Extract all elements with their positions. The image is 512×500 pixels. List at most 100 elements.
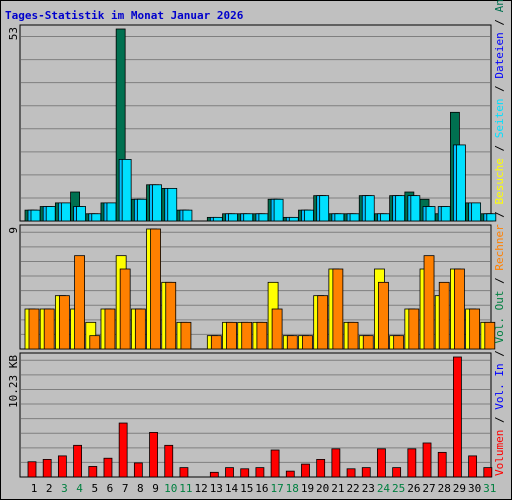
x-tick-label: 17 — [270, 482, 283, 495]
bar-rechner-day-10 — [165, 281, 177, 350]
x-tick-label: 24 — [377, 482, 391, 495]
x-tick-label: 2 — [46, 482, 53, 495]
bar-volumen-day-6 — [103, 457, 113, 478]
bar-seiten-day-13 — [212, 216, 223, 222]
x-tick-label: 22 — [346, 482, 359, 495]
bar-volumen-day-14 — [225, 467, 234, 478]
x-tick-label: 14 — [225, 482, 239, 495]
bar-volumen-day-27 — [422, 442, 432, 478]
legend-entry: Anfragen — [493, 0, 506, 12]
bar-volumen-day-15 — [240, 468, 250, 478]
bar-volumen-day-18 — [285, 470, 295, 478]
bar-volumen-day-9 — [149, 432, 158, 478]
bar-seiten-day-25 — [395, 195, 406, 222]
bar-volumen-day-20 — [316, 459, 326, 478]
bar-volumen-day-10 — [164, 444, 174, 478]
bar-seiten-day-10 — [167, 187, 178, 222]
legend-entry: Rechner — [493, 224, 506, 271]
bar-volumen-day-19 — [301, 463, 310, 478]
x-tick-label: 9 — [152, 482, 159, 495]
x-tick-label: 31 — [483, 482, 496, 495]
bar-volumen-day-5 — [88, 466, 98, 478]
bar-seiten-day-1 — [30, 209, 41, 222]
x-tick-label: 25 — [392, 482, 405, 495]
bar-volumen-day-2 — [42, 459, 52, 478]
bar-volumen-day-7 — [118, 422, 128, 478]
bar-rechner-day-22 — [347, 321, 359, 350]
x-tick-label: 27 — [422, 482, 435, 495]
bar-rechner-day-26 — [408, 308, 420, 350]
x-tick-label: 15 — [240, 482, 253, 495]
bar-seiten-day-31 — [486, 213, 497, 222]
legend-entry: / — [493, 138, 506, 158]
chart-title: Tages-Statistik im Monat Januar 2026 — [5, 9, 244, 22]
bar-seiten-day-4 — [76, 206, 86, 222]
legend-entry: Vol. In — [493, 363, 506, 409]
legend-entry: / — [493, 410, 506, 430]
bar-rechner-day-9 — [150, 228, 161, 350]
bar-volumen-day-11 — [179, 467, 189, 478]
bar-rechner-day-25 — [393, 335, 405, 350]
bar-rechner-day-8 — [134, 308, 146, 350]
legend-entry: Vol. Out — [493, 291, 506, 344]
bar-volumen-day-21 — [331, 448, 341, 478]
volume-panel-border — [19, 352, 492, 478]
bar-volumen-day-16 — [255, 467, 265, 478]
legend-entry: / — [493, 12, 506, 32]
bar-volumen-day-25 — [392, 467, 402, 478]
x-tick-label: 12 — [195, 482, 208, 495]
bar-rechner-day-18 — [286, 335, 298, 350]
bar-seiten-day-3 — [60, 202, 71, 222]
bar-volumen-day-23 — [361, 467, 371, 478]
bar-volumen-day-4 — [73, 444, 82, 478]
bar-seiten-day-20 — [319, 195, 330, 222]
bar-rechner-day-24 — [378, 281, 389, 350]
legend-entry: / — [493, 79, 506, 99]
bar-volumen-day-26 — [407, 448, 417, 478]
bar-rechner-day-14 — [226, 321, 237, 350]
bar-seiten-day-15 — [243, 213, 254, 222]
x-tick-label: 10 — [164, 482, 177, 495]
bar-rechner-day-28 — [438, 281, 450, 350]
legend-entry: Seiten — [493, 98, 506, 138]
bar-seiten-day-16 — [258, 213, 269, 222]
bar-rechner-day-7 — [119, 268, 131, 350]
bar-seiten-day-8 — [136, 198, 147, 222]
bar-seiten-day-19 — [304, 209, 314, 222]
legend-entry: / — [493, 204, 506, 224]
x-tick-label: 6 — [107, 482, 114, 495]
x-tick-label: 18 — [286, 482, 299, 495]
hits-pages-panel-border — [19, 24, 492, 222]
bar-volumen-day-29 — [453, 356, 462, 478]
bar-rechner-day-4 — [74, 255, 85, 350]
bar-volumen-day-1 — [27, 461, 37, 478]
legend-entry: Volumen — [493, 430, 506, 476]
x-tick-label: 3 — [61, 482, 68, 495]
bar-seiten-day-18 — [288, 216, 299, 222]
bar-seiten-day-21 — [334, 213, 345, 222]
right-legend: Volumen / Vol. In / Vol. Out / Rechner /… — [493, 0, 506, 476]
bar-volumen-day-24 — [377, 448, 386, 478]
bar-volumen-day-3 — [57, 455, 67, 478]
bar-rechner-day-17 — [271, 308, 283, 350]
legend-entry: / — [493, 271, 506, 291]
bar-seiten-day-24 — [380, 213, 390, 222]
bar-seiten-day-7 — [121, 159, 132, 222]
x-tick-label: 13 — [210, 482, 223, 495]
bar-rechner-day-29 — [454, 268, 465, 350]
bar-seiten-day-28 — [440, 206, 451, 222]
legend-entry: Dateien — [493, 32, 506, 78]
x-tick-label: 7 — [122, 482, 129, 495]
bar-rechner-day-16 — [256, 321, 268, 350]
y-max-label: 10.23 KB — [7, 355, 20, 408]
bar-volumen-day-22 — [346, 468, 356, 478]
x-tick-label: 29 — [453, 482, 466, 495]
bar-seiten-day-9 — [152, 184, 162, 222]
bar-rechner-day-3 — [58, 295, 70, 350]
y-max-label: 53 — [7, 27, 20, 40]
bar-rechner-day-20 — [317, 295, 329, 350]
x-tick-label: 19 — [301, 482, 314, 495]
bar-rechner-day-15 — [241, 321, 253, 350]
bar-rechner-day-23 — [362, 335, 374, 350]
